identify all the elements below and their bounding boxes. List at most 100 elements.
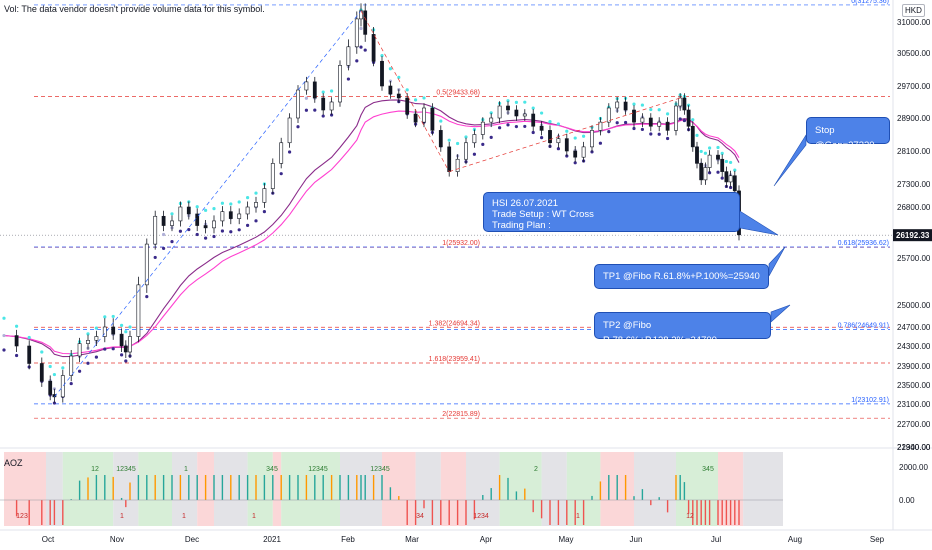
currency-badge[interactable]: HKD (902, 4, 925, 17)
candle-body (657, 121, 662, 127)
ema-slow-dot (666, 136, 670, 141)
price-tick-label: 27300.00 (897, 180, 931, 189)
candle-body (254, 202, 258, 208)
ema-fast-dot (170, 212, 174, 216)
oscillator-top-marker: 1 (184, 466, 188, 473)
oscillator-band (743, 452, 783, 526)
ema-slow-dot (720, 176, 724, 180)
fib-level-label: 0.5(29433.68) (436, 90, 480, 97)
ema-fast-dot (691, 118, 695, 122)
time-tick-label: Jun (630, 535, 643, 544)
ema-fast-dot (708, 146, 712, 150)
ema-fast-dot (716, 145, 720, 150)
price-tick-label: 24700.00 (897, 323, 931, 332)
ema-fast-dot (94, 326, 98, 330)
tp1-callout[interactable]: TP1 @Fibo R.61.8%+P.100%=25940 (594, 264, 769, 289)
ema-slow-dot (363, 48, 367, 52)
time-tick-label: Jul (711, 535, 721, 544)
ema-slow-dot (304, 108, 308, 112)
oscillator-bottom-marker: 12 (686, 513, 694, 520)
ema-slow-dot (94, 355, 98, 359)
candle-body (430, 107, 435, 131)
ema-slow-dot (346, 77, 350, 81)
ema-slow-dot (145, 294, 149, 299)
ema-fast-dot (246, 196, 250, 200)
candle-body (728, 175, 733, 183)
oscillator-band (541, 452, 567, 526)
ema-slow-dot (220, 229, 224, 233)
candle-body (39, 363, 44, 382)
ema-slow-dot (78, 369, 82, 373)
price-tick-label: 26800.00 (897, 203, 931, 212)
ema-fast-dot (632, 102, 636, 106)
trade-setup-callout[interactable]: HSI 26.07.2021 Trade Setup : WT Cross Tr… (483, 192, 740, 242)
price-tick-label: 25000.00 (897, 301, 931, 310)
setup-plan: Trading Plan : Entry=26800/Stop=27320/TP… (492, 220, 700, 242)
oscillator-band (281, 452, 340, 526)
ema-slow-dot (472, 152, 476, 156)
ema-fast-dot (456, 141, 460, 146)
ema-fast-dot (128, 325, 132, 329)
ema-fast-dot (86, 332, 90, 336)
price-tick-label: 23500.00 (897, 381, 931, 390)
ema-slow-dot (481, 142, 485, 146)
candle-body (413, 113, 418, 123)
candle-body (14, 335, 19, 347)
oscillator-band (440, 452, 466, 526)
stop-pointer (773, 133, 807, 187)
candle-body (720, 158, 725, 172)
oscillator-band (466, 452, 500, 526)
candle-body (195, 213, 200, 226)
oscillator-top-marker: 2 (534, 466, 538, 473)
candle-body (228, 211, 233, 219)
ema-slow-dot (682, 118, 687, 123)
candle-body (346, 46, 351, 66)
ema-slow-dot (514, 125, 519, 129)
candle-body (86, 339, 90, 344)
ema-slow-dot (2, 348, 6, 352)
ema-slow-dot (204, 236, 208, 240)
ema-slow-dot (162, 246, 166, 251)
ema-slow-dot (178, 229, 182, 233)
ema-fast-dot (540, 111, 544, 115)
ema-slow-dot (359, 45, 363, 49)
ema-slow-dot (498, 126, 502, 130)
ema-slow-dot (229, 230, 233, 234)
candle-body (153, 215, 158, 245)
ema-slow-dot (153, 255, 157, 260)
candle-body (539, 125, 544, 131)
ema-slow-dot (632, 126, 636, 131)
ema-fast-dot (464, 135, 468, 139)
ema-slow-dot (170, 240, 174, 244)
candle-body (703, 167, 708, 181)
ema-slow-dot (540, 136, 544, 140)
ema-slow-dot (288, 150, 292, 154)
price-tick-label: 31000.00 (897, 18, 931, 27)
ema-mid-dot (359, 26, 363, 31)
time-tick-label: Sep (870, 535, 885, 544)
price-tick-label: 21940.00 (897, 443, 931, 452)
ema-slow-dot (69, 381, 73, 386)
candle-body (27, 345, 32, 364)
ema-mid-dot (304, 96, 308, 100)
price-tick-label: 25700.00 (897, 254, 931, 263)
candle-body (699, 163, 704, 181)
indicator-label: AOZ (4, 458, 23, 468)
candle-body (52, 394, 57, 398)
oscillator-top-marker: 345 (266, 466, 278, 473)
candle-body (606, 107, 611, 123)
candle-body (186, 206, 191, 215)
candle-body (304, 81, 309, 91)
ema-fast-dot (489, 111, 493, 115)
wave-guide-line (360, 10, 450, 172)
last-price-badge (893, 229, 932, 242)
stop-callout[interactable]: Stop @Gap=27320 (806, 117, 890, 151)
tp2-callout[interactable]: TP2 @Fibo R.78.6%+P.138.2%=24700 (594, 312, 771, 346)
time-tick-label: Apr (480, 535, 493, 544)
ema-fast-dot (699, 149, 703, 154)
ema-fast-dot (548, 120, 552, 124)
time-tick-label: 2021 (263, 535, 281, 544)
oscillator-band (415, 452, 441, 526)
ema-slow-dot (649, 132, 653, 136)
